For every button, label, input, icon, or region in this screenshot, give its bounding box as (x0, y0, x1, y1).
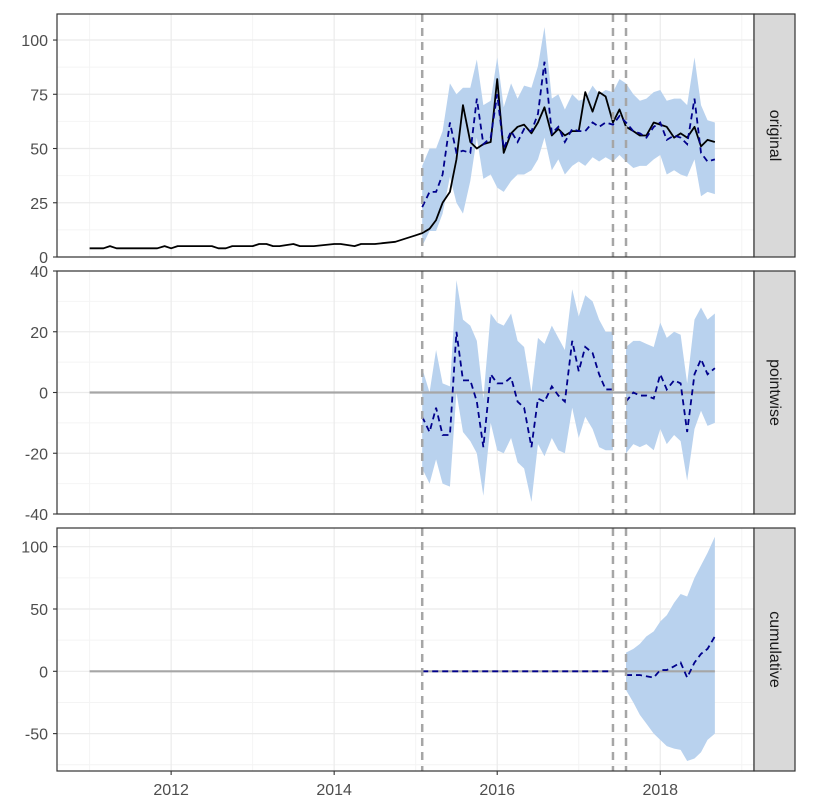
minor-grid (57, 14, 754, 257)
y-tick-label: 25 (30, 196, 48, 213)
confidence-ribbon (626, 536, 715, 762)
y-tick-label: 0 (39, 250, 48, 267)
facet-strip (753, 527, 796, 772)
facet-strip (753, 270, 796, 515)
predicted-series-line (625, 356, 716, 433)
y-tick-label: 0 (39, 664, 48, 681)
x-tick-label: 2018 (642, 782, 678, 799)
y-tick-label: 100 (21, 33, 48, 50)
y-tick-label: -50 (25, 727, 48, 744)
facet-strip-label: pointwise (766, 359, 783, 426)
y-tick-label: 50 (30, 142, 48, 159)
plot-area (89, 280, 716, 502)
y-tick-label: -20 (25, 446, 48, 463)
x-axis: 2012 2014 2016 2018 (153, 771, 678, 799)
y-tick-label: 75 (30, 87, 48, 104)
panel-cumulative: -50 0 50 100 cumulative (21, 527, 796, 772)
actual-series-line (89, 78, 716, 250)
y-tick-label: 100 (21, 540, 48, 557)
confidence-ribbon (422, 27, 715, 247)
facet-strip-label: original (766, 110, 783, 162)
panel-pointwise: -40 -20 0 20 40 pointwise (25, 264, 796, 524)
panel-original: 0 25 50 75 100 original (21, 13, 796, 267)
x-tick-label: 2012 (153, 782, 189, 799)
facet-strip (753, 13, 796, 258)
confidence-ribbon (626, 307, 715, 481)
facet-strip-label: cumulative (766, 611, 783, 688)
y-tick-label: 20 (30, 325, 48, 342)
y-tick-label: 0 (39, 386, 48, 403)
y-tick-label: 40 (30, 264, 48, 281)
y-tick-label: -40 (25, 507, 48, 524)
x-tick-label: 2016 (479, 782, 515, 799)
x-tick-label: 2014 (316, 782, 352, 799)
y-tick-label: 50 (30, 602, 48, 619)
plot-area (89, 27, 716, 250)
confidence-ribbon (422, 280, 613, 502)
plot-area (89, 536, 716, 762)
predicted-series-line (626, 635, 716, 680)
predicted-series-line (421, 331, 613, 448)
